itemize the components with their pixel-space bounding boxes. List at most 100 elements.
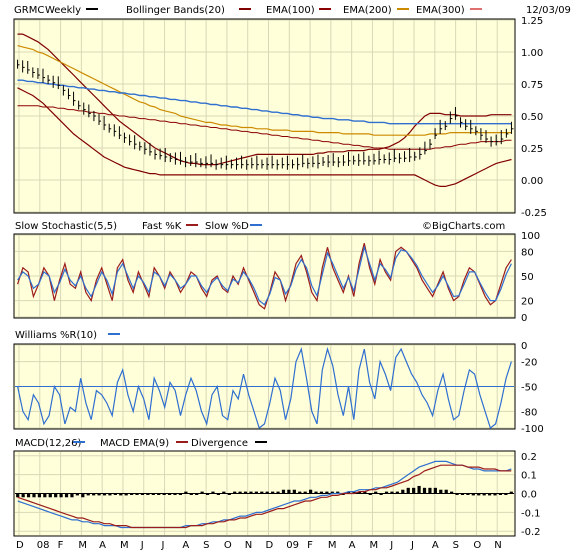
y-tick-label: 0.25 [521, 144, 543, 155]
x-tick-label: A [99, 540, 106, 551]
divergence-bar [374, 491, 378, 494]
divergence-bar [303, 491, 307, 494]
divergence-bar [222, 491, 226, 494]
header-bb: Bollinger Bands(20) [126, 5, 225, 16]
williams-title: Williams %R(10) [15, 330, 120, 341]
divergence-bar [54, 493, 58, 498]
x-tick-label: J [161, 540, 165, 551]
divergence-bar [86, 493, 90, 496]
divergence-bar [216, 493, 220, 495]
y-tick-label: 100 [521, 231, 540, 242]
divergence-bar [157, 493, 161, 495]
divergence-bar [178, 493, 183, 495]
divergence-bar [21, 493, 25, 498]
ema200-line [17, 45, 512, 136]
x-tick-label: F [307, 540, 313, 551]
x-tick-label: M [78, 540, 87, 551]
divergence-bar [460, 493, 465, 495]
divergence-bar [59, 493, 63, 498]
x-tick-label: M [120, 540, 129, 551]
divergence-bar [482, 493, 486, 496]
y-tick-label: 50 [521, 272, 534, 283]
x-tick-label: F [58, 540, 64, 551]
divergence-bar [173, 493, 177, 495]
divergence-bar [444, 489, 448, 494]
divergence-bar [243, 491, 248, 494]
divergence-bar [336, 491, 340, 494]
stoch-title: Slow Stochastic(5,5) Fast %K Slow %D ©Bi… [15, 221, 505, 232]
x-tick-label: 08 [37, 540, 50, 551]
divergence-bar [37, 493, 42, 498]
divergence-bar [97, 493, 101, 496]
x-tick-label: N [494, 540, 501, 551]
header-period: Weekly [45, 5, 81, 16]
divergence-bar [341, 493, 345, 495]
divergence-bar [113, 493, 117, 495]
divergence-bar [509, 491, 513, 494]
watermark: ©BigCharts.com [422, 221, 505, 232]
divergence-bar [238, 491, 242, 494]
divergence-bar [124, 493, 128, 496]
y-tick-label: -20 [521, 358, 537, 369]
y-tick-label: 0.0 [521, 490, 537, 501]
y-tick-label: 0 [521, 341, 527, 352]
divergence-bar [477, 493, 481, 496]
divergence-bar [167, 493, 172, 495]
divergence-bar [265, 491, 269, 494]
tick-labels: D 08 F M A M J J A S O N D 09 F M A M J J A S O N1.251.000.750.… [16, 16, 547, 551]
divergence-bar [119, 493, 123, 496]
divergence-bar [92, 493, 96, 496]
x-tick-label: M [369, 540, 378, 551]
x-tick-label: M [328, 540, 337, 551]
y-tick-label: -0.2 [521, 527, 541, 538]
y-tick-label: 0.75 [521, 80, 543, 91]
divergence-bar [151, 493, 155, 495]
divergence-bar [281, 489, 286, 494]
y-tick-label: -100 [521, 424, 544, 435]
divergence-bar [140, 493, 145, 495]
stoch-fast-label: Fast %K [142, 221, 182, 232]
y-tick-label: 0.50 [521, 112, 543, 123]
macd-title-text: MACD(12,26) [15, 438, 82, 449]
y-tick-label: -0.1 [521, 508, 541, 519]
macd-ema-line [17, 464, 512, 529]
divergence-bar [81, 493, 85, 498]
stoch-fast-line [17, 243, 512, 310]
y-tick-label: 0 [521, 313, 527, 324]
y-tick-label: 20 [521, 297, 534, 308]
ema100-line [17, 105, 512, 150]
divergence-bar [357, 491, 362, 494]
x-tick-label: J [140, 540, 144, 551]
divergence-bar [189, 493, 193, 495]
x-tick-label: D [16, 540, 24, 551]
header-date: 12/03/09 [526, 5, 571, 16]
divergence-bar [64, 493, 69, 498]
divergence-bar [390, 491, 394, 494]
divergence-bar [325, 491, 329, 494]
divergence-bar [433, 487, 437, 494]
x-tick-label: N [245, 540, 252, 551]
header: GRMC Weekly Bollinger Bands(20) EMA(100)… [14, 5, 571, 16]
stoch-slow-label: Slow %D [205, 221, 249, 232]
divergence-bar [450, 491, 454, 494]
macd-div-label: Divergence [191, 438, 248, 449]
x-tick-label: S [453, 540, 459, 551]
y-tick-label: -0.25 [521, 208, 547, 219]
stoch-slow-line [17, 245, 512, 306]
divergence-bar [363, 491, 367, 494]
header-ema300: EMA(300) [416, 5, 465, 16]
divergence-bar [412, 487, 416, 494]
x-tick-label: A [349, 540, 356, 551]
divergence-bar [184, 491, 188, 494]
divergence-bar [200, 491, 204, 494]
x-tick-label: D [266, 540, 274, 551]
y-tick-label: 1.25 [521, 16, 543, 27]
macd-line [17, 460, 512, 529]
divergence-bar [384, 491, 389, 494]
divergence-bar [352, 491, 356, 494]
divergence-bar [287, 489, 291, 494]
divergence-bar [195, 493, 199, 495]
divergence-bar [276, 491, 280, 494]
divergence-bar [309, 489, 313, 494]
divergence-bar [406, 487, 410, 494]
